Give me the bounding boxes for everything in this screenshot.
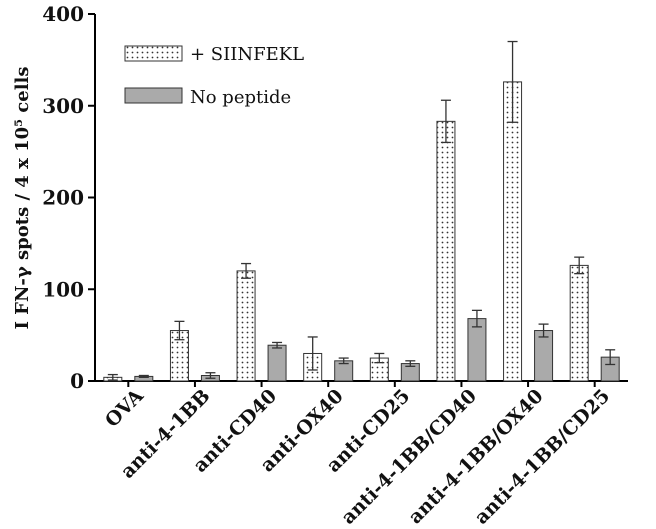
category-labels: OVAanti-4-1BBanti-CD40anti-OX40anti-CD25… bbox=[101, 385, 614, 529]
bar-no-peptide-5 bbox=[467, 318, 487, 382]
y-tick-label: 400 bbox=[42, 2, 84, 26]
y-tick-label: 0 bbox=[70, 369, 84, 393]
y-tick-label: 300 bbox=[42, 94, 84, 118]
category-label: anti-4-1BB/CD25 bbox=[470, 385, 614, 529]
bars bbox=[103, 40, 620, 382]
y-tick-label: 100 bbox=[42, 277, 84, 301]
bar-siinfekl-7 bbox=[569, 264, 589, 382]
category-label: OVA bbox=[101, 385, 148, 432]
legend-swatch-siinfekl bbox=[124, 45, 183, 62]
bar-no-peptide-2 bbox=[267, 344, 287, 382]
legend: + SIINFEKL No peptide bbox=[124, 44, 304, 108]
bar-siinfekl-5 bbox=[436, 120, 456, 382]
bar-no-peptide-6 bbox=[534, 330, 554, 382]
y-axis-label: I FN-γ spots / 4 x 10⁵ cells bbox=[12, 66, 33, 329]
y-tick-label: 200 bbox=[42, 186, 84, 210]
legend-label-siinfekl: + SIINFEKL bbox=[190, 44, 304, 65]
bar-siinfekl-2 bbox=[236, 270, 256, 382]
legend-swatch-no-peptide bbox=[124, 87, 183, 104]
bar-siinfekl-6 bbox=[503, 81, 523, 382]
legend-label-no-peptide: No peptide bbox=[190, 87, 291, 108]
